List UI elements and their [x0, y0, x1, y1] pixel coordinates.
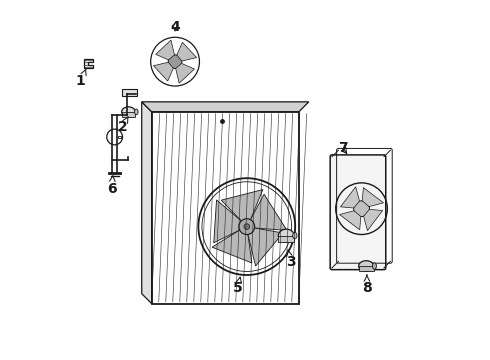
- Polygon shape: [250, 194, 287, 230]
- Bar: [152, 112, 299, 304]
- Polygon shape: [214, 200, 241, 243]
- Polygon shape: [340, 211, 361, 230]
- Text: 5: 5: [233, 277, 243, 294]
- Circle shape: [151, 37, 199, 86]
- Polygon shape: [248, 228, 283, 266]
- Polygon shape: [221, 190, 263, 221]
- Circle shape: [239, 219, 255, 234]
- Polygon shape: [364, 210, 383, 231]
- Circle shape: [198, 178, 295, 275]
- Polygon shape: [341, 187, 360, 208]
- FancyBboxPatch shape: [330, 155, 386, 270]
- Circle shape: [244, 224, 250, 229]
- Polygon shape: [142, 102, 152, 304]
- Ellipse shape: [293, 232, 297, 239]
- Circle shape: [168, 55, 182, 68]
- Polygon shape: [156, 40, 174, 60]
- Ellipse shape: [372, 263, 376, 269]
- Bar: [122, 89, 137, 96]
- Ellipse shape: [278, 229, 294, 242]
- Text: 4: 4: [170, 19, 180, 33]
- Ellipse shape: [135, 109, 138, 115]
- Polygon shape: [212, 230, 252, 263]
- Polygon shape: [175, 63, 195, 83]
- Polygon shape: [153, 62, 173, 81]
- Polygon shape: [84, 59, 93, 68]
- Text: 7: 7: [338, 141, 347, 155]
- Polygon shape: [362, 188, 384, 207]
- Bar: [278, 235, 294, 242]
- Ellipse shape: [122, 107, 135, 117]
- Bar: [118, 135, 121, 138]
- Ellipse shape: [359, 261, 374, 271]
- Bar: [122, 112, 135, 117]
- Polygon shape: [177, 42, 196, 61]
- Polygon shape: [142, 102, 309, 112]
- Circle shape: [354, 201, 369, 217]
- Text: 1: 1: [76, 69, 86, 89]
- Text: 8: 8: [362, 275, 372, 294]
- Bar: [359, 266, 374, 271]
- Text: 6: 6: [107, 176, 117, 196]
- Text: 3: 3: [286, 250, 295, 270]
- Text: 2: 2: [118, 117, 128, 134]
